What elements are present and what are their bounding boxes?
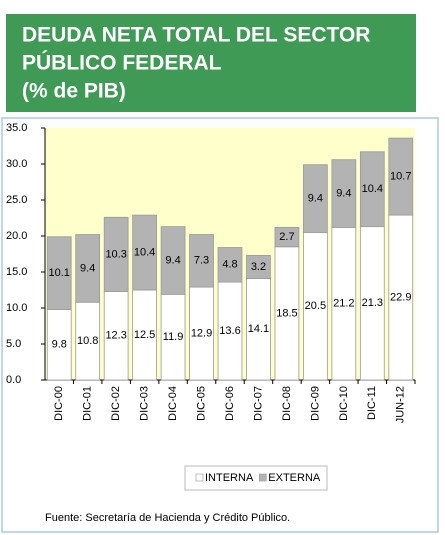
legend bbox=[184, 465, 328, 491]
bar-segment bbox=[103, 216, 129, 292]
y-tick-label: 25.0 bbox=[6, 194, 27, 206]
x-tick-label: DIC-10 bbox=[338, 386, 350, 421]
bar-segment bbox=[217, 247, 243, 283]
legend-label: EXTERNA bbox=[268, 472, 321, 484]
value-label: 9.4 bbox=[165, 254, 180, 266]
bar-segment bbox=[388, 137, 414, 216]
value-label: 10.4 bbox=[134, 246, 155, 258]
bar-segment bbox=[46, 236, 72, 310]
bar-segment bbox=[75, 234, 101, 303]
y-tick-label: 0.0 bbox=[6, 374, 21, 386]
value-label: 2.7 bbox=[279, 231, 294, 243]
value-label: 7.3 bbox=[194, 255, 209, 267]
y-tick-label: 5.0 bbox=[6, 338, 21, 350]
chart-title: PÚBLICO FEDERAL bbox=[22, 51, 222, 75]
legend-swatch bbox=[195, 473, 204, 482]
x-tick-label: DIC-01 bbox=[82, 386, 94, 421]
x-tick-label: JUN-12 bbox=[395, 386, 407, 423]
x-tick-label: DIC-08 bbox=[281, 386, 293, 421]
value-label: 21.3 bbox=[362, 297, 383, 309]
chart-title: DEUDA NETA TOTAL DEL SECTOR bbox=[22, 24, 370, 47]
value-label: 21.2 bbox=[333, 298, 354, 310]
value-label: 12.5 bbox=[134, 329, 155, 341]
bar-segment bbox=[274, 226, 300, 248]
y-tick-label: 15.0 bbox=[6, 266, 27, 278]
bar-segment bbox=[246, 255, 271, 279]
bar-segment bbox=[303, 164, 328, 233]
bar-segment bbox=[359, 151, 385, 228]
bar-segment bbox=[160, 226, 186, 295]
x-tick-label: DIC-06 bbox=[224, 386, 236, 421]
x-tick-label: DIC-00 bbox=[53, 386, 65, 421]
legend-swatch bbox=[258, 473, 267, 482]
value-label: 9.4 bbox=[308, 192, 323, 204]
value-label: 10.4 bbox=[362, 183, 383, 195]
value-label: 10.3 bbox=[105, 248, 126, 260]
value-label: 11.9 bbox=[163, 331, 184, 343]
value-label: 20.5 bbox=[305, 300, 326, 312]
y-tick-label: 30.0 bbox=[6, 158, 27, 170]
x-tick-label: DIC-04 bbox=[167, 386, 179, 421]
x-tick-label: DIC-03 bbox=[139, 386, 151, 421]
value-label: 9.4 bbox=[336, 187, 351, 199]
value-label: 10.8 bbox=[77, 335, 98, 347]
x-tick-label: DIC-11 bbox=[366, 386, 378, 420]
y-tick-label: 10.0 bbox=[6, 302, 27, 314]
header bbox=[6, 14, 416, 112]
value-label: 22.9 bbox=[390, 291, 411, 303]
value-label: 14.1 bbox=[248, 323, 269, 335]
value-label: 12.9 bbox=[191, 327, 212, 339]
value-label: 10.1 bbox=[49, 267, 70, 279]
x-tick-label: DIC-02 bbox=[110, 386, 122, 421]
chart-title: (% de PIB) bbox=[22, 80, 126, 103]
x-tick-label: DIC-09 bbox=[309, 386, 321, 421]
value-label: 10.7 bbox=[390, 171, 411, 183]
value-label: 12.3 bbox=[105, 330, 126, 342]
bar-segment bbox=[189, 234, 214, 288]
value-label: 13.6 bbox=[219, 325, 240, 337]
bar-segment bbox=[132, 214, 157, 291]
value-label: 3.2 bbox=[251, 261, 266, 273]
x-tick-label: DIC-05 bbox=[195, 386, 207, 421]
value-label: 4.8 bbox=[222, 259, 237, 271]
frame bbox=[1, 117, 439, 533]
source: Fuente: Secretaría de Hacienda y Crédito… bbox=[45, 512, 290, 524]
x-tick-label: DIC-07 bbox=[252, 386, 264, 421]
value-label: 9.4 bbox=[80, 262, 95, 274]
value-label: 9.8 bbox=[52, 339, 67, 351]
y-tick-label: 20.0 bbox=[6, 230, 27, 242]
y-tick-label: 35.0 bbox=[6, 122, 27, 134]
legend-label: INTERNA bbox=[205, 472, 254, 484]
value-label: 18.5 bbox=[276, 307, 297, 319]
bar-segment bbox=[331, 159, 357, 228]
